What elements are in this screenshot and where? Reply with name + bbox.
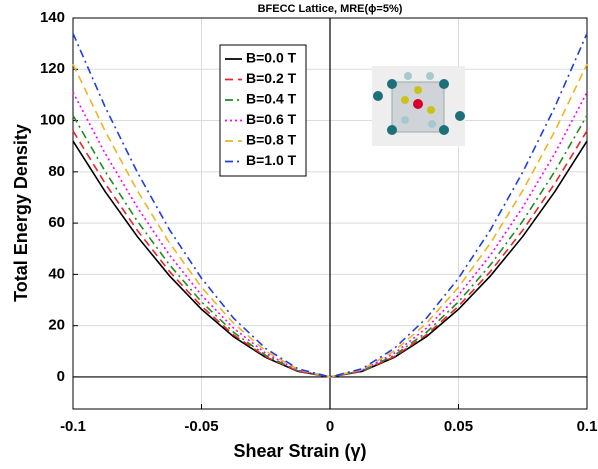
- atom: [427, 106, 435, 114]
- x-tick-label: -0.1: [60, 418, 86, 435]
- legend-label: B=0.8 T: [246, 132, 297, 148]
- legend-label: B=1.0 T: [246, 152, 297, 168]
- atom: [401, 116, 409, 124]
- y-axis-label: Total Energy Density: [11, 124, 31, 302]
- atom: [439, 79, 449, 89]
- atom: [426, 72, 434, 80]
- atom: [387, 125, 397, 135]
- y-tick-label: 120: [40, 60, 65, 77]
- atom: [414, 86, 422, 94]
- x-tick-label: 0.05: [444, 418, 473, 435]
- y-tick-label: 100: [40, 112, 65, 129]
- x-tick-label: 0.1: [577, 418, 598, 435]
- x-tick-label: 0: [326, 418, 334, 435]
- series-line: [72, 33, 588, 378]
- legend-box: [219, 44, 307, 177]
- atom: [373, 91, 383, 101]
- atom: [401, 96, 409, 104]
- atom: [413, 99, 423, 109]
- atom: [439, 125, 449, 135]
- x-tick-label: -0.05: [184, 418, 218, 435]
- legend-label: B=0.6 T: [246, 111, 297, 127]
- legend-label: B=0.4 T: [246, 91, 297, 107]
- legend-label: B=0.2 T: [246, 70, 297, 86]
- chart-title: BFECC Lattice, MRE(ϕ=5%): [258, 3, 403, 15]
- legend-label: B=0.0 T: [246, 50, 297, 66]
- y-tick-label: 0: [57, 368, 65, 385]
- atom: [455, 111, 465, 121]
- y-tick-label: 20: [48, 317, 65, 334]
- x-axis-label: Shear Strain (γ): [233, 441, 366, 461]
- y-tick-label: 40: [48, 265, 65, 282]
- inset-image: [372, 66, 465, 146]
- series-line: [72, 63, 588, 378]
- atom: [428, 120, 436, 128]
- y-tick-label: 60: [48, 214, 65, 231]
- atom: [387, 79, 397, 89]
- y-tick-label: 140: [40, 9, 65, 26]
- y-tick-label: 80: [48, 163, 65, 180]
- atom: [404, 72, 412, 80]
